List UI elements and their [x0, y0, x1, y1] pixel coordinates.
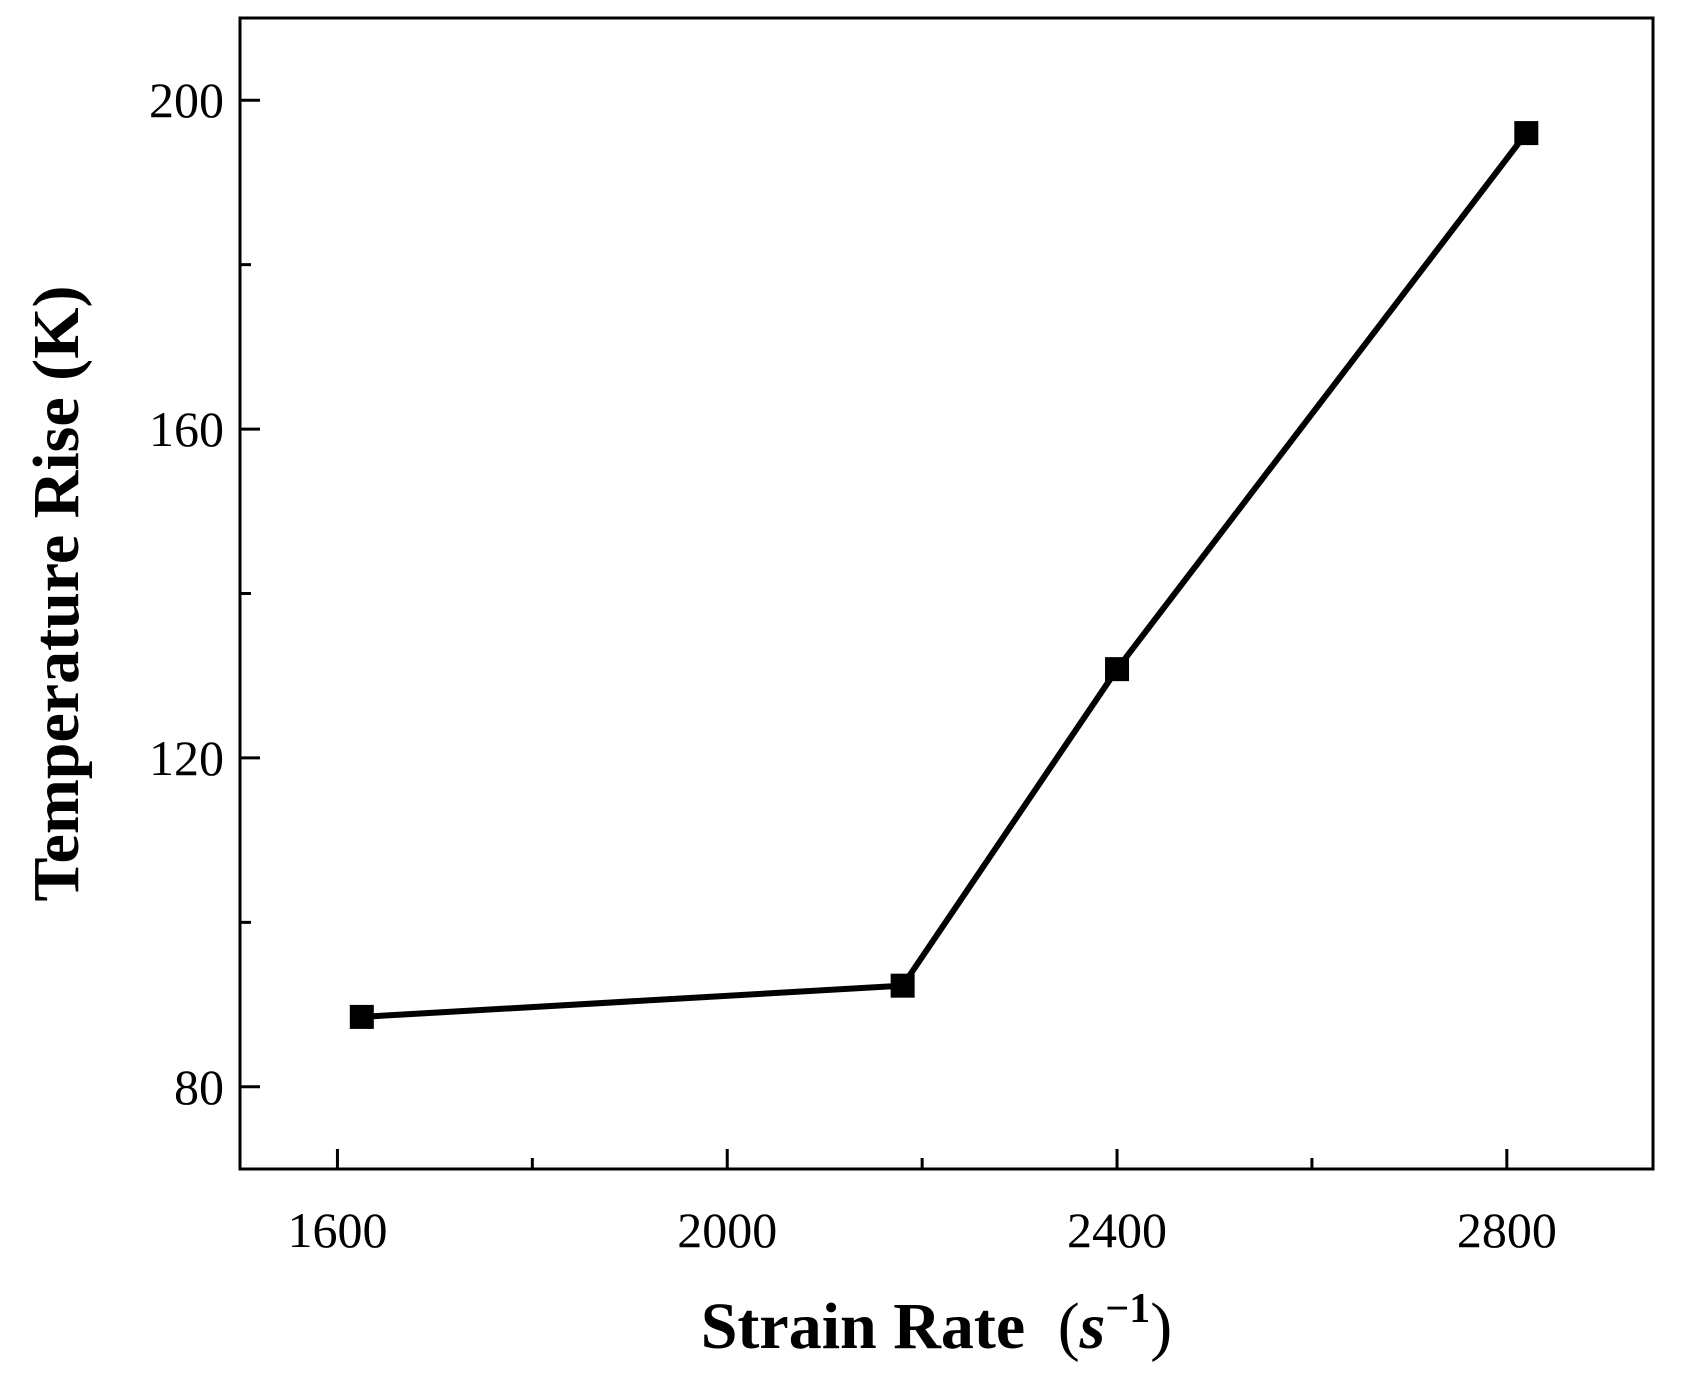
x-axis-title: Strain Rate (s−1)	[701, 1286, 1173, 1363]
x-tick-label-1600: 1600	[287, 1202, 387, 1258]
y-tick-label-200: 200	[149, 72, 224, 128]
data-point-marker	[1105, 657, 1130, 682]
plot-frame	[238, 16, 1655, 1171]
data-point-marker	[890, 973, 915, 998]
data-point-marker	[1514, 121, 1539, 146]
x-tick-label-2400: 2400	[1067, 1202, 1167, 1258]
x-axis-unit-open-paren: (	[1058, 1290, 1080, 1363]
x-tick-label-2000: 2000	[677, 1202, 777, 1258]
x-axis-unit-base: s	[1079, 1290, 1106, 1363]
labels: Strain Rate (s−1) Temperature Rise (K)	[20, 286, 1172, 1363]
y-tick-label-120: 120	[149, 730, 224, 786]
y-tick-label-160: 160	[149, 401, 224, 457]
axes: 1600 2000 2400 2800 80 120 160 200	[149, 72, 1557, 1258]
y-axis-title: Temperature Rise (K)	[20, 286, 93, 902]
series-line-0	[361, 131, 1529, 1020]
data-point-marker	[349, 1004, 374, 1029]
x-axis-unit-close-paren: )	[1150, 1290, 1172, 1363]
x-tick-label-2800: 2800	[1457, 1202, 1557, 1258]
x-axis-unit-exponent: −1	[1105, 1286, 1150, 1332]
x-axis-title-text: Strain Rate	[701, 1290, 1025, 1363]
plot-area	[238, 16, 1655, 1171]
series-group	[349, 121, 1539, 1029]
y-tick-label-80: 80	[174, 1059, 224, 1115]
